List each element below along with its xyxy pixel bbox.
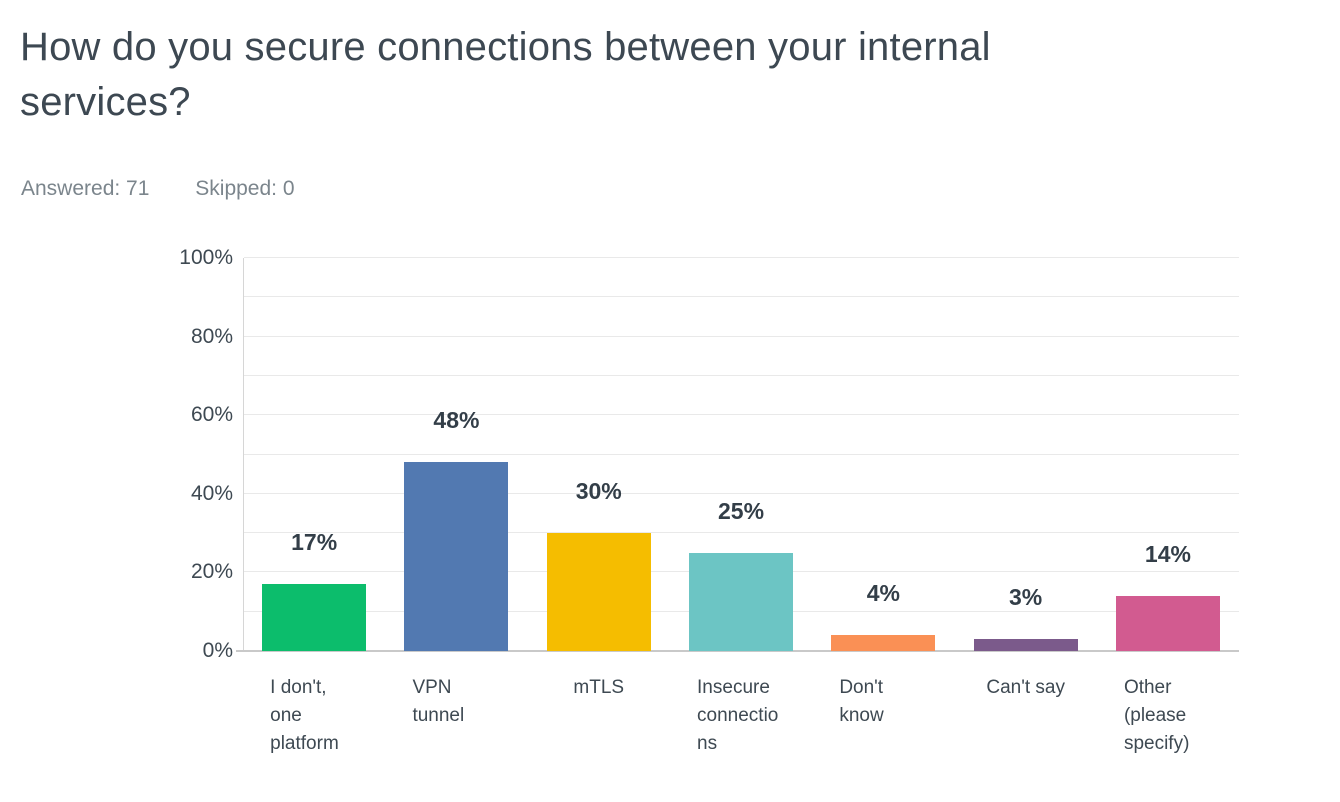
bar-value-label: 17% (291, 529, 338, 556)
y-tick-label: 40% (190, 481, 233, 505)
bar-value-label: 30% (575, 478, 622, 505)
plot-area: 17% I don't, one platform 48% VPN tunnel 30%… (236, 257, 1239, 754)
category-label-text: VPN tunnel (412, 677, 465, 726)
bar-value-label: 4% (866, 580, 900, 607)
y-tick-label: 20% (190, 560, 233, 584)
category-label: Don't know (812, 674, 954, 730)
gridline (244, 374, 1239, 376)
category-label-text: mTLS (573, 677, 625, 698)
bar[interactable] (404, 462, 509, 651)
category-label: mTLS (528, 674, 670, 702)
category-label-text: I don't, one platform (270, 677, 339, 754)
bar-slot: 25% Insecure connections (670, 258, 812, 754)
bar[interactable] (262, 584, 367, 651)
bar-slot: 48% VPN tunnel (385, 258, 527, 726)
y-tick-label: 100% (179, 246, 233, 269)
gridline (244, 532, 1239, 534)
y-axis-line (243, 258, 244, 651)
bar-value-label: 25% (718, 497, 765, 524)
bar[interactable] (689, 552, 794, 651)
bar-slot: 17% I don't, one platform (243, 258, 385, 754)
bar-value-label: 14% (1144, 540, 1191, 567)
response-stats: Answered: 71 Skipped: 0 (21, 177, 335, 201)
bar-slot: 14% Other (please specify) (1097, 258, 1239, 754)
bar[interactable] (1115, 595, 1220, 651)
bar-slot: 3% Can't say (955, 258, 1097, 698)
category-label: Insecure connections (670, 674, 812, 758)
bar[interactable] (973, 639, 1078, 651)
y-tick-label: 0% (202, 639, 233, 662)
answered-count: Answered: 71 (21, 177, 150, 200)
question-title: How do you secure connections between yo… (20, 25, 991, 124)
y-axis: 0% 20% 40% 60% 80% 100% (60, 246, 233, 662)
bar-slot: 4% Don't know (812, 258, 954, 726)
bar-value-label: 48% (433, 407, 480, 434)
category-label-text: Can't say (986, 677, 1065, 698)
gridline (244, 257, 1239, 258)
bar-slot: 30% mTLS (528, 258, 670, 698)
bar-value-label: 3% (1009, 584, 1043, 611)
category-label: Can't say (955, 674, 1097, 702)
bar[interactable] (831, 635, 936, 651)
skipped-count: Skipped: 0 (195, 177, 295, 200)
category-label-text: Insecure connections (697, 677, 779, 754)
gridline (244, 453, 1239, 455)
bar[interactable] (546, 533, 651, 651)
x-axis-line (236, 650, 1239, 652)
category-label: Other (please specify) (1097, 674, 1239, 758)
category-label: I don't, one platform (243, 674, 385, 758)
y-tick-label: 80% (190, 324, 233, 348)
category-label: VPN tunnel (385, 674, 527, 730)
gridline (244, 335, 1239, 337)
category-label-text: Other (please specify) (1123, 677, 1190, 754)
category-label-text: Don't know (839, 677, 884, 726)
gridline (244, 492, 1239, 494)
gridline (244, 296, 1239, 298)
y-tick-label: 60% (190, 403, 233, 427)
gridline (244, 414, 1239, 416)
